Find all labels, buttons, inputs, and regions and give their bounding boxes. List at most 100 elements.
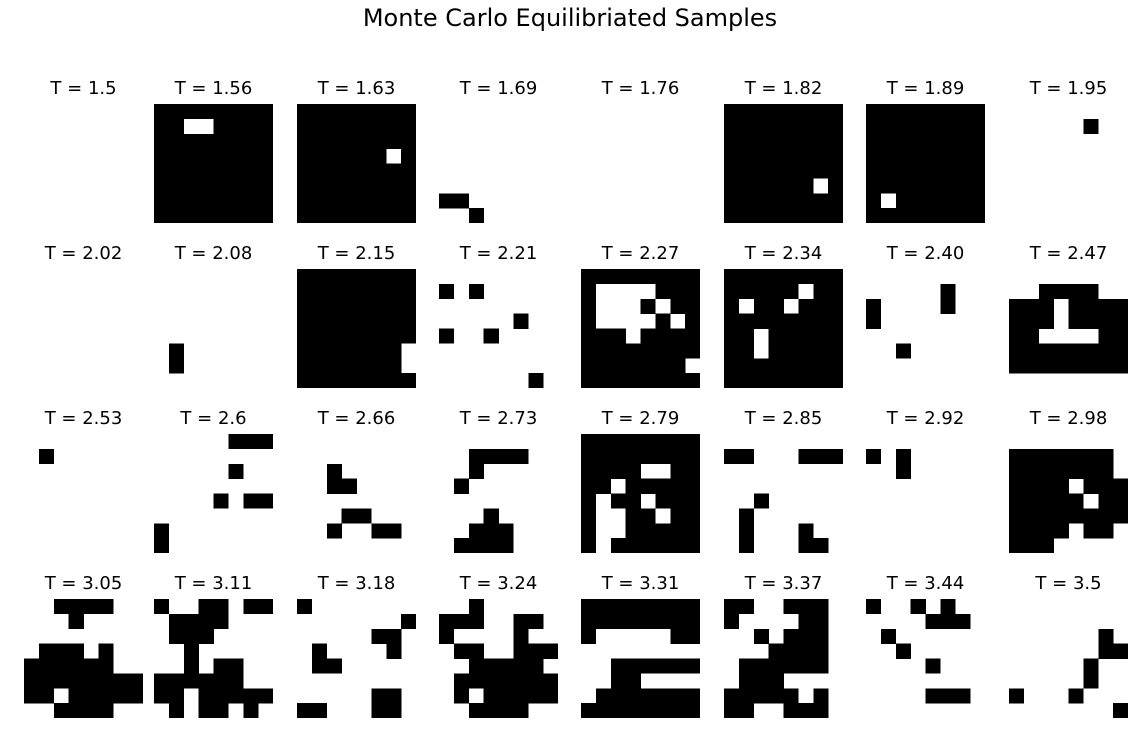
spin-cell <box>1009 493 1025 509</box>
spin-cell <box>655 269 671 285</box>
panel-title: T = 2.98 <box>1029 408 1108 429</box>
spin-cell <box>1023 538 1040 553</box>
spin-cell <box>783 104 799 120</box>
spin-cell <box>498 688 514 704</box>
spin-cell <box>468 673 484 689</box>
spin-cell <box>183 208 199 223</box>
spin-cell <box>910 193 926 209</box>
spin-cell <box>198 193 214 209</box>
spin-grid <box>1009 283 1128 374</box>
spin-cell <box>970 133 985 149</box>
spin-cell <box>610 358 626 374</box>
spin-cell <box>1083 523 1099 539</box>
spin-cell <box>783 688 799 704</box>
spin-cell <box>640 478 656 494</box>
spin-cell <box>356 343 372 359</box>
spin-cell <box>1113 298 1128 314</box>
spin-cell <box>1038 538 1054 553</box>
spin-cell <box>326 343 342 359</box>
spin-cell <box>625 463 641 479</box>
spin-cell <box>228 434 244 450</box>
spin-cell <box>866 298 882 314</box>
spin-cell <box>341 298 357 314</box>
spin-cell <box>685 599 700 615</box>
spin-cell <box>670 538 686 553</box>
spin-cell <box>168 688 185 704</box>
spin-cell <box>940 178 956 194</box>
spin-cell <box>168 703 185 718</box>
spin-cell <box>183 163 199 179</box>
spin-cell <box>371 193 387 209</box>
spin-cell <box>1023 343 1040 359</box>
spin-cell <box>753 193 769 209</box>
spin-cell <box>581 628 597 644</box>
spin-cell <box>955 133 971 149</box>
spin-cell <box>68 673 84 689</box>
spin-cell <box>595 343 612 359</box>
spin-cell <box>468 703 484 718</box>
spin-cell <box>38 643 55 659</box>
spin-cell <box>925 163 941 179</box>
spin-cell <box>1083 343 1099 359</box>
spin-cell <box>866 448 882 465</box>
spin-cell <box>910 104 926 120</box>
spin-cell <box>738 673 755 689</box>
spin-cell <box>813 628 829 644</box>
spin-cell <box>213 493 229 509</box>
spin-cell <box>326 658 342 674</box>
spin-cell <box>311 703 328 718</box>
spin-cell <box>640 343 656 359</box>
spin-cell <box>813 283 829 300</box>
spin-cell <box>768 163 784 179</box>
spin-cell <box>1098 643 1114 659</box>
spin-cell <box>98 703 114 718</box>
spin-cell <box>1009 298 1025 314</box>
spin-cell <box>213 148 229 164</box>
spin-cell <box>1009 448 1025 465</box>
spin-cell <box>685 688 700 704</box>
spin-cell <box>783 628 799 644</box>
spin-cell <box>940 104 956 120</box>
spin-cell <box>625 434 641 450</box>
spin-cell <box>1038 283 1054 300</box>
spin-cell <box>356 283 372 300</box>
spin-cell <box>783 313 799 329</box>
spin-cell <box>595 599 612 615</box>
spin-cell <box>297 373 313 388</box>
spin-cell <box>798 373 814 388</box>
spin-cell <box>813 269 829 285</box>
spin-cell <box>258 599 273 615</box>
spin-cell <box>895 133 911 149</box>
spin-cell <box>828 178 843 194</box>
spin-grid <box>866 599 971 704</box>
spin-cell <box>640 373 656 388</box>
spin-cell <box>828 298 843 314</box>
spin-cell <box>168 358 185 374</box>
spin-cell <box>798 313 814 329</box>
spin-cell <box>498 523 514 539</box>
spin-cell <box>813 613 829 630</box>
spin-cell <box>168 104 185 120</box>
spin-cell <box>439 628 455 644</box>
spin-cell <box>468 463 484 479</box>
spin-cell <box>513 628 529 644</box>
spin-cell <box>610 673 626 689</box>
spin-cell <box>1068 298 1084 314</box>
spin-cell <box>168 118 185 135</box>
spin-cell <box>311 163 328 179</box>
spin-cell <box>326 118 342 135</box>
spin-cell <box>955 163 971 179</box>
spin-cell <box>83 688 99 704</box>
spin-cell <box>213 613 229 630</box>
panel-title: T = 2.27 <box>601 243 680 264</box>
spin-cell <box>297 313 313 329</box>
spin-cell <box>940 133 956 149</box>
spin-cell <box>439 328 455 344</box>
spin-cell <box>768 373 784 388</box>
spin-grid <box>581 269 700 388</box>
spin-cell <box>783 658 799 674</box>
spin-cell <box>895 118 911 135</box>
spin-cell <box>940 298 956 314</box>
spin-cell <box>1023 448 1040 465</box>
spin-cell <box>670 628 686 644</box>
